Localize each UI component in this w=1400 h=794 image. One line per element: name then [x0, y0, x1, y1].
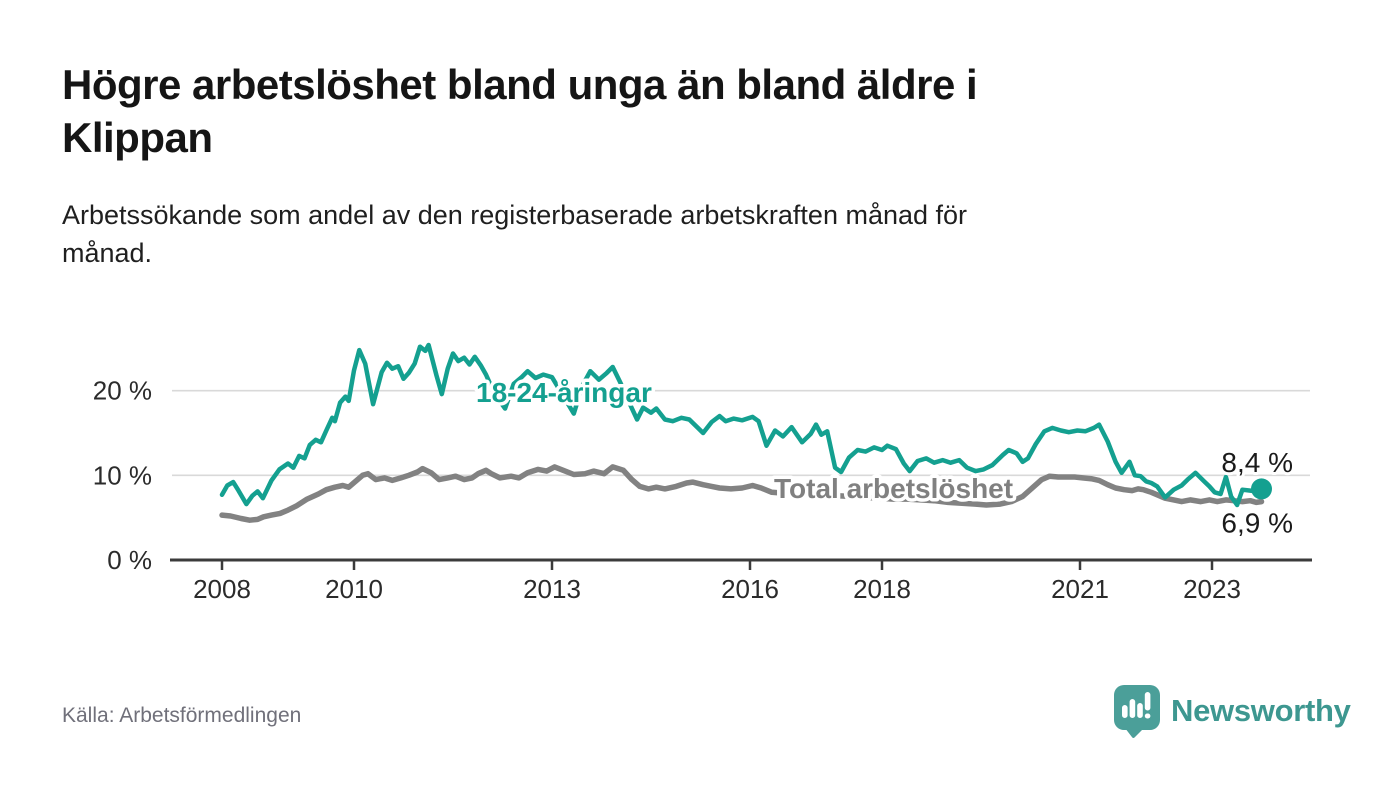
x-tick-label: 2018	[853, 574, 911, 604]
gridlines	[172, 389, 1310, 477]
x-tick-label: 2010	[325, 574, 383, 604]
series-label-total: Total arbetslöshet	[774, 473, 1013, 504]
series-label-youth: 18-24-åringar	[476, 377, 652, 408]
x-tick-label: 2023	[1183, 574, 1241, 604]
y-tick-label: 20 %	[93, 376, 152, 406]
y-tick-label: 0 %	[107, 545, 152, 575]
x-tick-label: 2016	[721, 574, 779, 604]
x-axis-labels: 2008 2010 2013 2016 2018 2021 2023	[193, 574, 1241, 604]
x-axis-ticks	[220, 561, 1214, 570]
end-value-label-youth: 8,4 %	[1221, 447, 1293, 478]
page-subtitle: Arbetssökande som andel av den registerb…	[62, 200, 968, 269]
source-text: Källa: Arbetsförmedlingen	[62, 704, 302, 727]
series-line-total	[219, 464, 1265, 523]
page-title: Högre arbetslöshet bland unga än bland ä…	[62, 61, 978, 162]
y-axis-labels: 0 % 10 % 20 %	[93, 376, 152, 575]
y-tick-label: 10 %	[93, 460, 152, 490]
series-line-youth	[219, 342, 1264, 508]
end-value-label-total: 6,9 %	[1221, 508, 1293, 539]
newsworthy-logo-icon	[1114, 685, 1160, 738]
line-chart: 0 % 10 % 20 % 2008 2010 2013 2016 2018 2021 2023…	[93, 342, 1312, 604]
x-tick-label: 2008	[193, 574, 251, 604]
series-end-dot	[1251, 478, 1272, 500]
newsworthy-wordmark: Newsworthy	[1171, 693, 1351, 728]
x-tick-label: 2013	[523, 574, 581, 604]
x-tick-label: 2021	[1051, 574, 1109, 604]
newsworthy-logo: Newsworthy	[1113, 684, 1351, 738]
